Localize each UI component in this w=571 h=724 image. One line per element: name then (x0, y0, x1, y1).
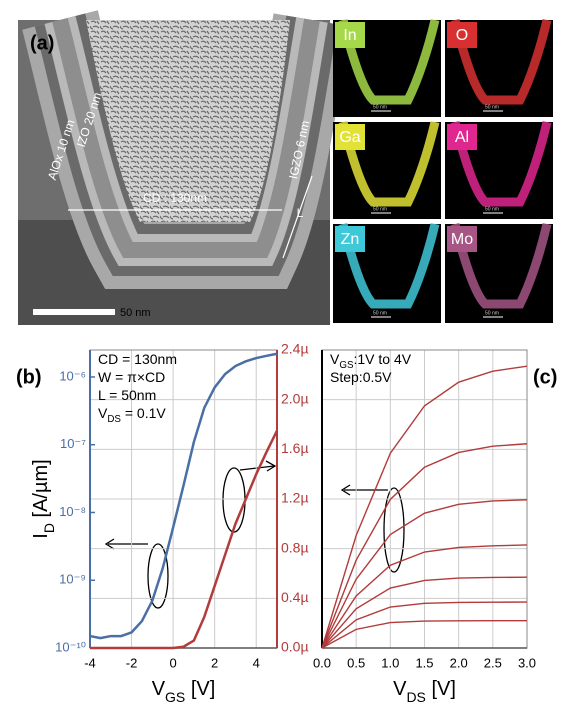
annotation-part: CD = 130nm (98, 351, 177, 367)
y2-tick-label: 0.0µ (281, 639, 309, 655)
y-axis-label-part: I (30, 533, 52, 539)
x-axis-label-part: V (393, 678, 407, 700)
series-line (90, 430, 279, 650)
map-scale-label: 50 nm (373, 206, 387, 212)
scale-bar-label: 50 nm (120, 307, 151, 319)
series-line (321, 544, 528, 649)
x-tick-label: 2.0 (450, 655, 468, 670)
element-label: In (343, 27, 356, 44)
y2-tick-label: 1.6µ (281, 440, 309, 456)
x-tick-label: -4 (84, 655, 96, 670)
annotation: CD = 130nm (98, 351, 177, 367)
panel-label: (a) (30, 32, 54, 54)
x-tick-label: 3.0 (518, 655, 536, 670)
map-signal (338, 120, 440, 207)
y-axis-label-part: D (41, 523, 57, 533)
element-badge (335, 124, 365, 150)
series-line (89, 352, 278, 640)
y-tick-label: 10⁻¹⁰ (55, 639, 86, 654)
x-axis-label: VGS [V] (152, 678, 216, 704)
x-tick-label: 2 (211, 655, 218, 670)
element-badge (447, 124, 477, 150)
map-signal (450, 222, 552, 309)
map-scale-label: 50 nm (485, 206, 499, 212)
tem-label: CD : 130nm (143, 191, 207, 205)
annotation-part: V (330, 351, 340, 367)
annotation-part: = 0.1V (121, 405, 166, 421)
map-signal (450, 18, 552, 105)
y-axis-label: ID [A/µm] (30, 459, 56, 538)
x-tick-label: 0 (169, 655, 176, 670)
panel-label: (b) (16, 366, 42, 388)
map-signal (338, 18, 440, 105)
annotation-part: GS (339, 360, 354, 371)
y2-tick-label: 2.4µ (281, 341, 309, 357)
element-badge (335, 226, 365, 252)
x-axis-label-part: GS (165, 689, 185, 705)
element-label: O (456, 27, 468, 44)
map-scale-label: 50 nm (485, 104, 499, 110)
y2-tick-label: 2.0µ (281, 390, 309, 406)
annotation: VDS = 0.1V (98, 405, 166, 425)
series-line (321, 619, 527, 649)
y-tick-label: 10⁻⁹ (59, 572, 86, 587)
y-axis-label-part: [A/µm] (30, 459, 52, 523)
annotation-part: :1V to 4V (354, 351, 412, 367)
element-label: Al (455, 129, 469, 146)
x-axis-label: VDS [V] (393, 678, 456, 704)
x-tick-label: 0.0 (313, 655, 331, 670)
element-label: Ga (339, 129, 360, 146)
y-tick-label: 10⁻⁷ (60, 436, 86, 451)
annotation-part: L = 50nm (98, 387, 156, 403)
eds-maps: In 50 nm O 50 nm Ga 50 nm Al 50 nm Zn 50 nm Mo 50 n… (333, 18, 553, 323)
x-tick-label: 2.5 (484, 655, 502, 670)
tem-image (18, 10, 351, 325)
series-line (321, 365, 528, 649)
annotation: Step:0.5V (330, 369, 392, 385)
map-signal (450, 120, 552, 207)
x-tick-label: 0.5 (347, 655, 365, 670)
series-line (321, 576, 528, 649)
x-axis-label-part: V (152, 678, 166, 700)
x-axis-label-part: [V] (185, 678, 215, 700)
element-label: Mo (451, 231, 473, 248)
annotation-part: DS (107, 414, 121, 425)
y-tick-label: 10⁻⁶ (59, 368, 86, 383)
element-label: Zn (341, 231, 360, 248)
element-badge (447, 226, 477, 252)
y2-tick-label: 0.4µ (281, 589, 309, 605)
element-badge (335, 22, 365, 48)
x-axis-label-part: DS (406, 689, 425, 705)
x-tick-label: -2 (126, 655, 138, 670)
annotation-arrows (104, 460, 405, 609)
map-scale-label: 50 nm (485, 310, 499, 316)
x-tick-label: 1.5 (415, 655, 433, 670)
annotation: VGS:1V to 4V (330, 351, 412, 371)
y-tick-label: 10⁻⁸ (59, 504, 86, 519)
annotation-part: Step:0.5V (330, 369, 392, 385)
annotation: L = 50nm (98, 387, 156, 403)
series-line (321, 601, 528, 649)
annotation-part: V (98, 405, 108, 421)
annotation: W = π×CD (98, 369, 165, 385)
annotation-part: W = π×CD (98, 369, 165, 385)
map-scale-label: 50 nm (373, 104, 387, 110)
series-line (321, 443, 528, 649)
map-signal (338, 222, 440, 309)
x-axis-label-part: [V] (426, 678, 456, 700)
x-tick-label: 1.0 (381, 655, 399, 670)
map-scale-label: 50 nm (373, 310, 387, 316)
y2-tick-label: 1.2µ (281, 490, 309, 506)
series-line (321, 499, 528, 649)
x-tick-label: 4 (253, 655, 260, 670)
y2-tick-label: 0.8µ (281, 539, 309, 555)
panel-label: (c) (533, 366, 557, 388)
element-badge (447, 22, 477, 48)
tem-label: L (297, 206, 304, 220)
